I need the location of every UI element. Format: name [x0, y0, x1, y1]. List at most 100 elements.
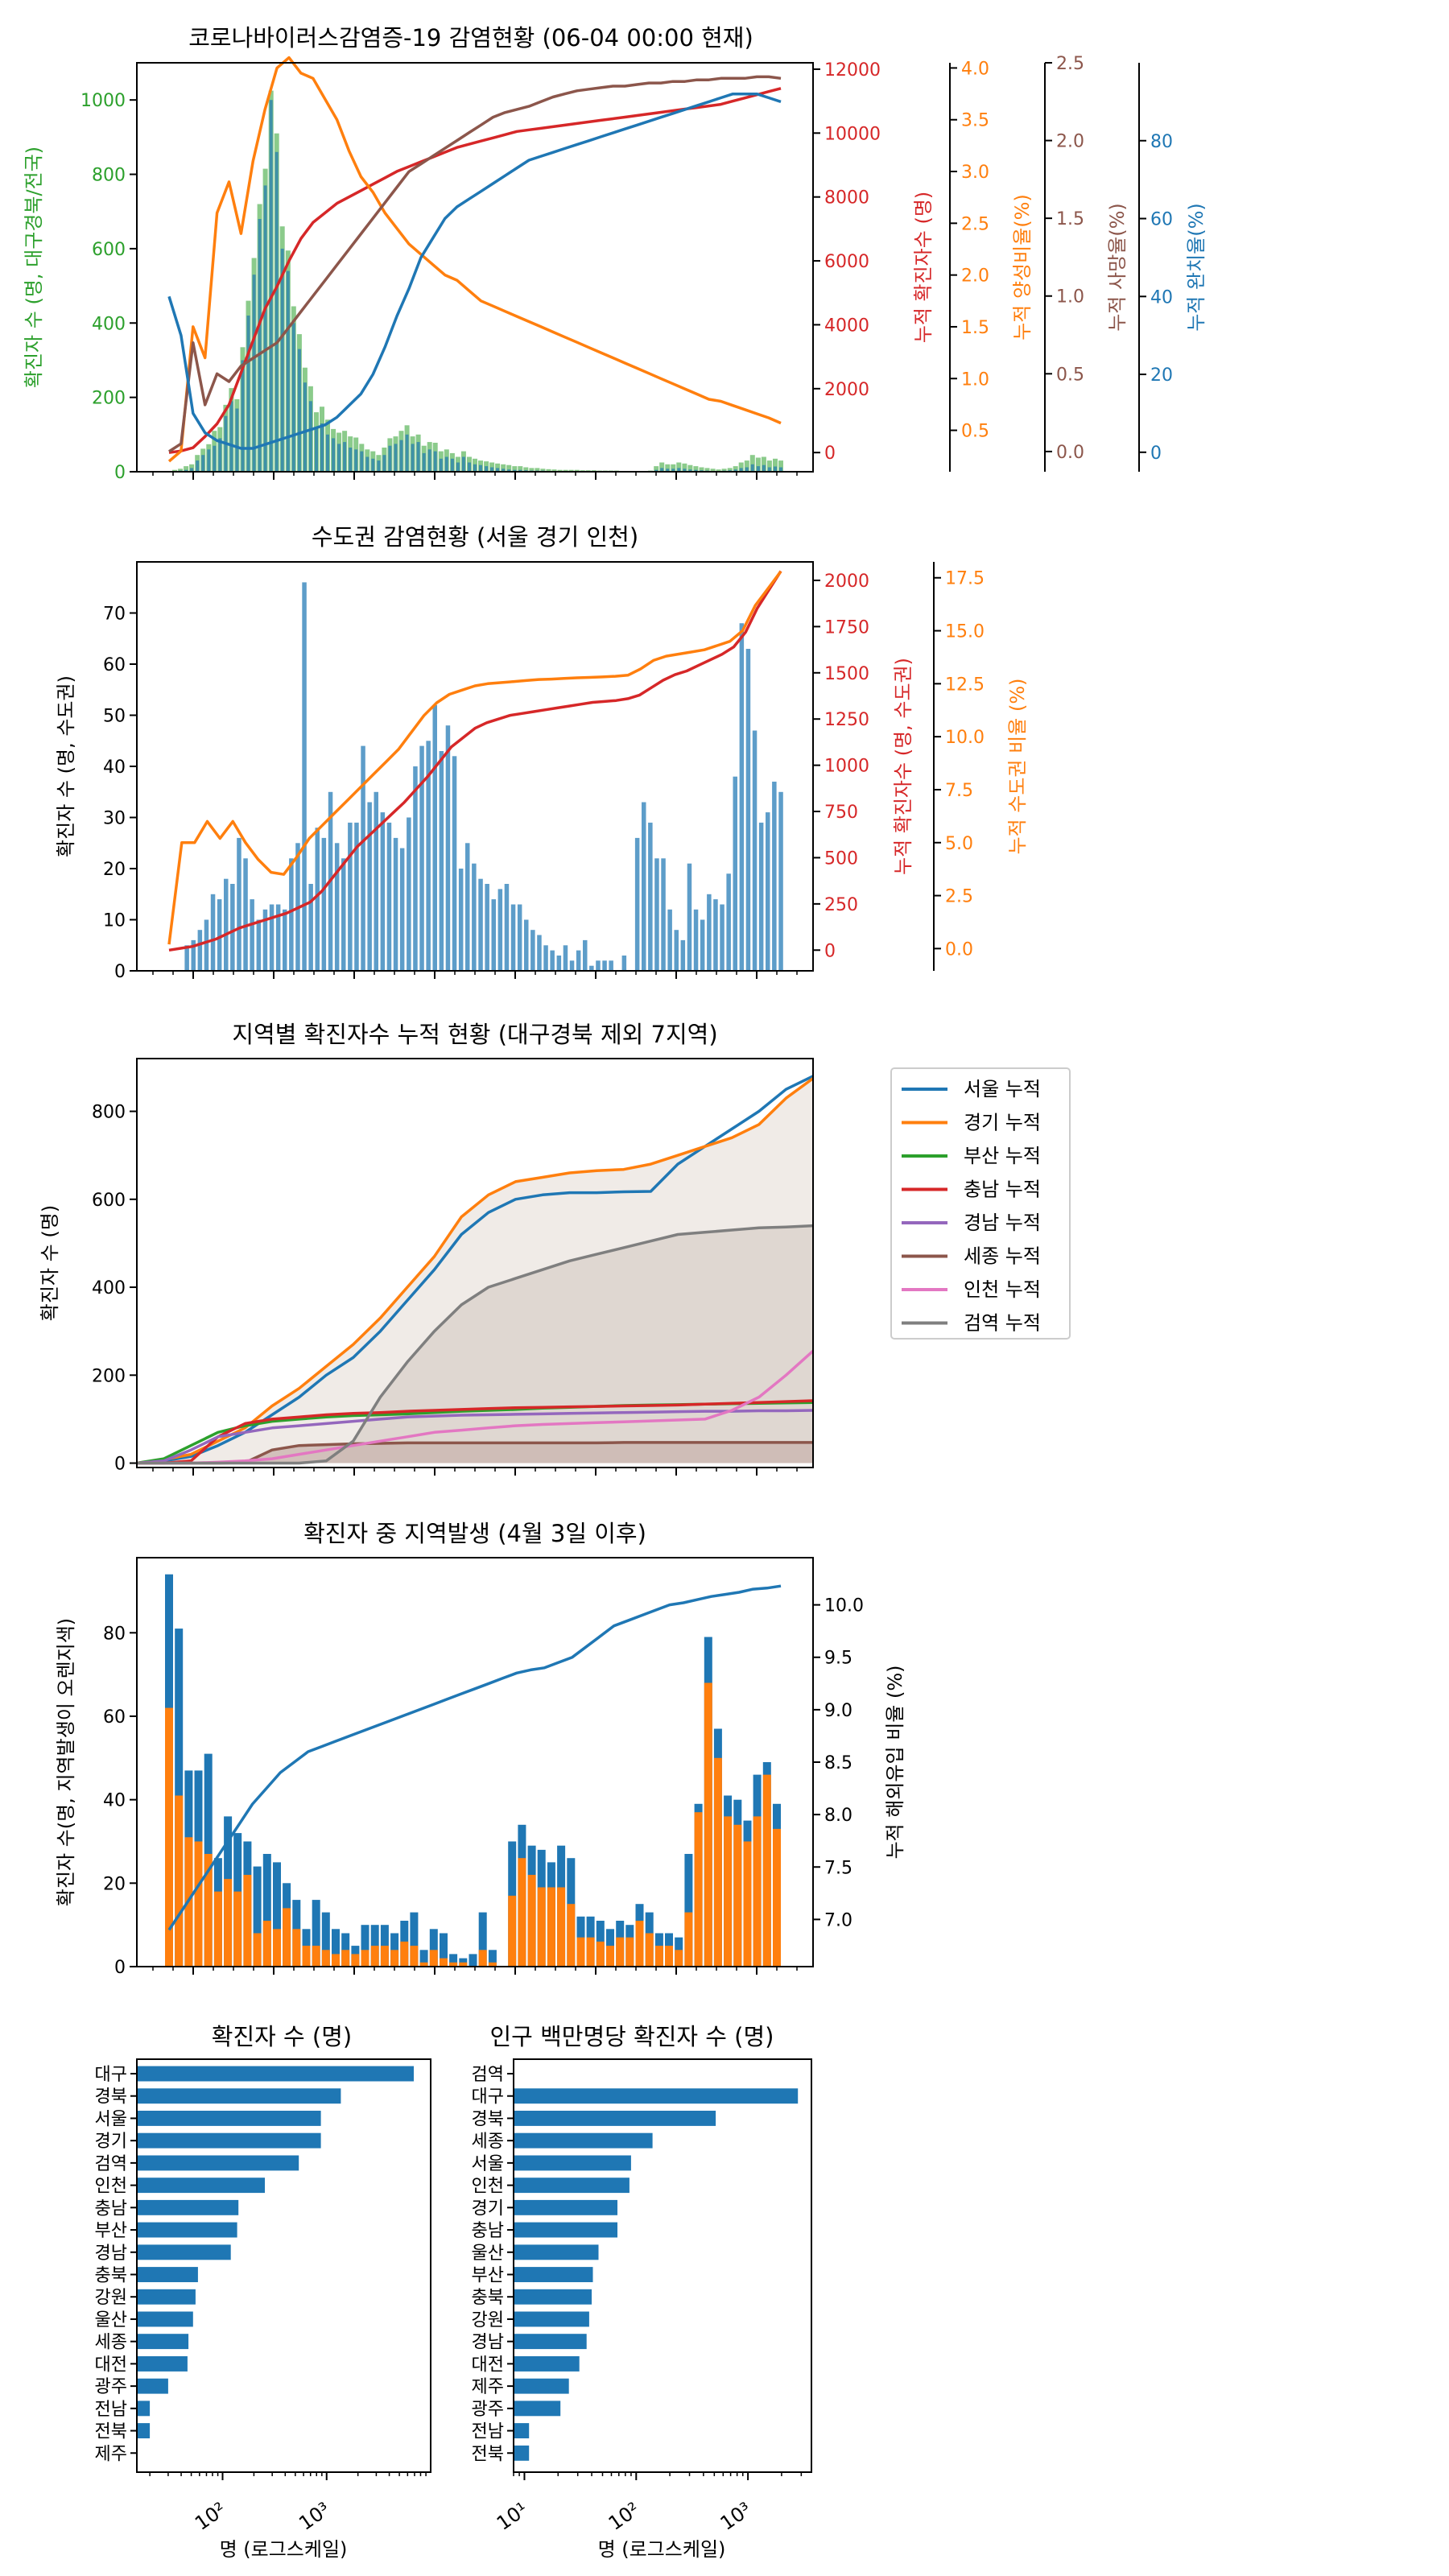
- bar-local: [518, 1858, 526, 1967]
- bar-capital: [275, 904, 281, 971]
- right-tick-label: 1.0: [1056, 287, 1084, 308]
- right-tick-label: 9.0: [824, 1701, 852, 1721]
- bar-total: [440, 1933, 448, 1967]
- bar-capital: [269, 904, 275, 971]
- bar-강원: [514, 2311, 589, 2327]
- bar-capital: [432, 704, 437, 971]
- bar-capital: [680, 939, 686, 971]
- bar-local: [596, 1941, 605, 1967]
- bar-대구: [137, 2066, 414, 2082]
- bar-daegu-gyeongbuk: [654, 466, 659, 472]
- bar-total: [312, 1900, 320, 1967]
- category-label: 대구: [95, 2065, 127, 2085]
- bar-daegu-gyeongbuk: [551, 469, 557, 472]
- right-tick-label: 750: [824, 803, 858, 823]
- right-tick-label: 0.0: [945, 939, 973, 960]
- bar-national: [496, 468, 500, 472]
- right-tick-label: 1.0: [961, 369, 989, 390]
- bar-national: [654, 469, 658, 472]
- bar-capital: [445, 725, 451, 971]
- bar-national: [660, 468, 664, 472]
- bar-인천: [137, 2178, 265, 2194]
- bar-검역: [137, 2155, 299, 2171]
- bar-local: [743, 1841, 752, 1967]
- bar-national: [518, 469, 522, 472]
- bar-daegu-gyeongbuk: [693, 466, 699, 472]
- right-tick-label: 80: [1150, 132, 1173, 152]
- right-tick-label: 10.0: [945, 728, 985, 748]
- chart3-title: 지역별 확진자수 누적 현황 (대구경북 제외 7지역): [232, 1021, 717, 1048]
- bar-total: [390, 1933, 399, 1967]
- bar-national: [479, 464, 482, 472]
- bar-capital: [569, 960, 575, 971]
- bar-local: [488, 1962, 497, 1967]
- bar-daegu-gyeongbuk: [506, 464, 512, 472]
- y-tick-label: 200: [92, 389, 126, 409]
- bar-capital: [556, 956, 562, 971]
- bar-national: [399, 440, 403, 472]
- bar-national: [349, 448, 353, 472]
- right-tick-label: 60: [1150, 210, 1173, 230]
- bar-local: [537, 1887, 546, 1967]
- bar-capital: [341, 858, 346, 971]
- legend-label: 서울 누적: [964, 1078, 1041, 1100]
- bar-national: [411, 444, 415, 472]
- line-region-6: [137, 1349, 815, 1465]
- bar-total: [262, 1854, 271, 1967]
- category-label: 인천: [95, 2177, 127, 2197]
- category-label: 강원: [472, 2310, 504, 2330]
- bar-capital: [237, 837, 242, 971]
- bar-capital: [485, 884, 489, 971]
- bar-national: [671, 469, 675, 472]
- bar-capital: [217, 899, 222, 971]
- bar-capital: [413, 766, 418, 971]
- bar-national: [750, 464, 754, 472]
- category-label: 대구: [472, 2087, 504, 2107]
- category-label: 부산: [95, 2221, 127, 2241]
- right-tick-label: 1.5: [961, 318, 989, 338]
- bar-national: [308, 401, 312, 472]
- bar-local: [724, 1816, 733, 1967]
- right-axis-label: 누적 확진자수 (명, 수도권): [892, 658, 914, 875]
- line-region-4: [136, 1409, 814, 1465]
- bar-local: [606, 1946, 614, 1967]
- bar-national: [207, 449, 211, 472]
- bar-daegu-gyeongbuk: [495, 463, 501, 472]
- y-tick-label: 600: [92, 1191, 126, 1211]
- bar-capital: [197, 930, 203, 971]
- bar-local: [233, 1891, 242, 1967]
- bar-서울: [137, 2111, 321, 2126]
- bar-capital: [700, 919, 705, 971]
- bar-local: [224, 1879, 233, 1967]
- bar-national: [365, 456, 369, 472]
- y-tick-label: 50: [103, 707, 126, 727]
- local-cases-chart: 확진자 중 지역발생 (4월 3일 이후) 0 20 40 60 80 확진자 수(명,…: [55, 1520, 906, 1978]
- category-label: 검역: [95, 2154, 127, 2174]
- bar-capital: [778, 791, 783, 972]
- chart1-x-ticks: [152, 472, 798, 480]
- bar-national: [774, 466, 777, 472]
- bar-capital: [537, 935, 542, 971]
- right-tick-label: 2.0: [961, 266, 989, 287]
- bar-local: [175, 1795, 184, 1967]
- bar-capital: [262, 909, 268, 971]
- line-region-3: [137, 1399, 814, 1465]
- chart4-bars: [165, 1574, 781, 1967]
- right-tick-label: 2.5: [961, 214, 989, 234]
- bar-national: [218, 438, 222, 472]
- bar-local: [459, 1962, 468, 1967]
- bar-daegu-gyeongbuk: [557, 469, 563, 472]
- right-tick-label: 10.0: [824, 1596, 864, 1616]
- bar-national: [235, 408, 239, 472]
- bar-local: [753, 1816, 762, 1967]
- bar-전북: [514, 2445, 530, 2461]
- bar-national: [184, 469, 188, 472]
- category-label: 경남: [472, 2333, 504, 2353]
- bar-capital: [563, 945, 568, 972]
- chart3-ylabel: 확진자 수 (명): [39, 1205, 61, 1321]
- right-tick-label: 3.5: [961, 111, 989, 131]
- bar-local: [616, 1937, 625, 1967]
- bar-local: [762, 1774, 771, 1967]
